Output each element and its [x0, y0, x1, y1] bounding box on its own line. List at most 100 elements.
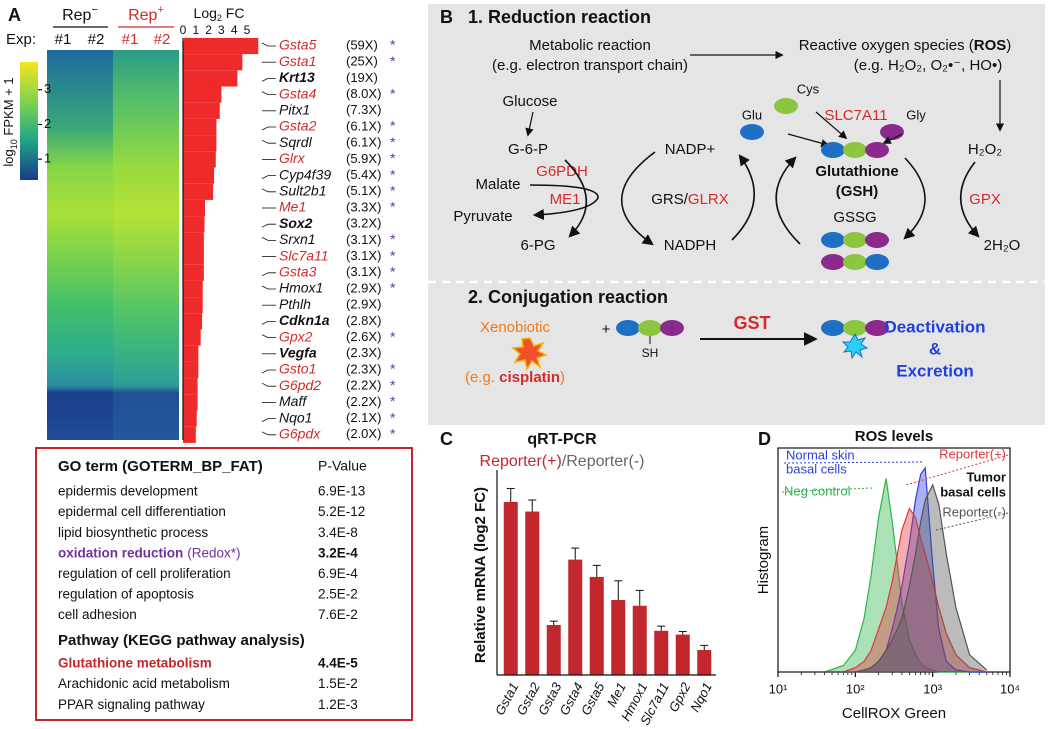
- gene-name: Srxn1: [279, 231, 316, 247]
- label-part: Reactive oxygen species (: [799, 37, 974, 54]
- label: GST: [733, 313, 770, 333]
- label-part: 2: [217, 13, 222, 23]
- gene-name: Sult2b1: [279, 183, 326, 199]
- x-tick-label: Nqo1: [687, 680, 715, 714]
- go-term: epidermal cell differentiation: [58, 504, 226, 519]
- go-term: PPAR signaling pathway: [58, 697, 205, 712]
- redox-marker: *: [390, 247, 396, 263]
- bar: [183, 70, 238, 87]
- arrow: [620, 151, 656, 246]
- gene-name: Sox2: [279, 215, 313, 231]
- label: (GSH): [836, 183, 879, 200]
- bar: [697, 650, 712, 675]
- p-value: 3.4E-8: [318, 525, 358, 540]
- x-tick-label: 1: [192, 23, 199, 37]
- molecule-gsh: [865, 142, 889, 158]
- go-term: epidermis development: [58, 484, 198, 499]
- gene-name: Pitx1: [279, 102, 310, 118]
- fold-change: (3.1X): [346, 264, 381, 279]
- label-part: FPKM + 1: [1, 77, 16, 139]
- area-outline: [824, 483, 988, 673]
- bar: [183, 86, 222, 103]
- error-bar: [678, 631, 687, 635]
- panel-letter: A: [8, 5, 21, 25]
- redox-marker: *: [390, 328, 396, 344]
- leader-line: [261, 223, 276, 228]
- error-bar: [506, 487, 515, 502]
- label: SH: [642, 346, 659, 360]
- table-header: Pathway (KEGG pathway analysis): [58, 632, 305, 649]
- x-axis-label: CellROX Green: [842, 705, 946, 722]
- label: Xenobiotic: [480, 319, 551, 336]
- chart-title: ROS levels: [855, 428, 933, 445]
- leader-line: [261, 188, 276, 193]
- fold-change: (2.3X): [346, 345, 381, 360]
- bar: [183, 135, 217, 152]
- label-part: ROS: [974, 37, 1007, 54]
- bar: [183, 199, 206, 217]
- chart-subtitle: Reporter(+)/Reporter(-): [480, 453, 645, 470]
- redox-marker: *: [390, 377, 396, 393]
- x-tick-label: 2: [205, 23, 212, 37]
- label: Exp:: [6, 31, 36, 48]
- molecule-gssg: [821, 232, 845, 248]
- gene-name: Glrx: [279, 150, 306, 166]
- xenobiotic-burst: [511, 337, 548, 371]
- colorbar-tick-label: 2: [44, 116, 51, 131]
- molecule-gly: [880, 124, 904, 140]
- go-term: Glutathione metabolism: [58, 656, 212, 671]
- redox-marker: *: [390, 409, 396, 425]
- heatmap-rep-plus: [113, 50, 179, 440]
- area-outline: [824, 507, 987, 673]
- fold-change: (5.1X): [346, 183, 381, 198]
- bar: [183, 216, 205, 233]
- arrow: [903, 157, 926, 240]
- colorbar-tick-label: 1: [44, 151, 51, 166]
- label-part: Log: [194, 5, 217, 21]
- p-value: 1.5E-2: [318, 676, 358, 691]
- gene-name: Gsta3: [279, 264, 317, 280]
- redox-marker: *: [390, 134, 396, 150]
- x-tick-label: 3: [218, 23, 225, 37]
- series-label: Neg control: [784, 483, 851, 498]
- leader-line: [261, 139, 276, 144]
- label: &: [929, 339, 941, 358]
- redox-marker: *: [390, 166, 396, 182]
- molecule-gssg: [865, 254, 889, 270]
- fold-change: (2.2X): [346, 378, 381, 393]
- gene-name: Nqo1: [279, 409, 312, 425]
- label-leader: [783, 461, 923, 464]
- label-part: 10: [9, 139, 19, 149]
- gene-name: Maff: [279, 393, 308, 409]
- molecule-gsh: [616, 320, 640, 336]
- error-bar: [700, 644, 709, 650]
- go-term: oxidation reduction: [58, 545, 183, 560]
- label: SLC7A11: [824, 107, 887, 124]
- leader-line: [261, 334, 276, 338]
- label-part: FC: [222, 5, 245, 21]
- section-title: 1. Reduction reaction: [468, 7, 651, 27]
- leader-line: [261, 321, 276, 325]
- gene-name: Gpx2: [279, 328, 313, 344]
- fold-change: (2.9X): [346, 280, 381, 295]
- bar: [183, 151, 216, 168]
- label-part: GLRX: [688, 191, 729, 208]
- p-value: 1.2E-3: [318, 697, 358, 712]
- y-axis-label: Histogram: [755, 526, 772, 594]
- p-value: 3.2E-4: [318, 545, 358, 560]
- gene-name: Gsta1: [279, 53, 316, 69]
- gene-name: Gsto1: [279, 361, 316, 377]
- area-fill: [824, 467, 987, 672]
- molecule-gssg: [843, 232, 867, 248]
- leader-line: [261, 237, 276, 241]
- gene-name: Pthlh: [279, 296, 311, 312]
- bar: [632, 605, 647, 675]
- molecule-cys: [774, 98, 798, 114]
- arrow: [959, 161, 980, 238]
- arrow: [775, 156, 801, 245]
- redox-marker: *: [390, 280, 396, 296]
- leader-line: [261, 382, 276, 387]
- fold-change: (3.2X): [346, 216, 381, 231]
- leader-line: [261, 369, 276, 374]
- fold-change: (2.0X): [346, 426, 381, 441]
